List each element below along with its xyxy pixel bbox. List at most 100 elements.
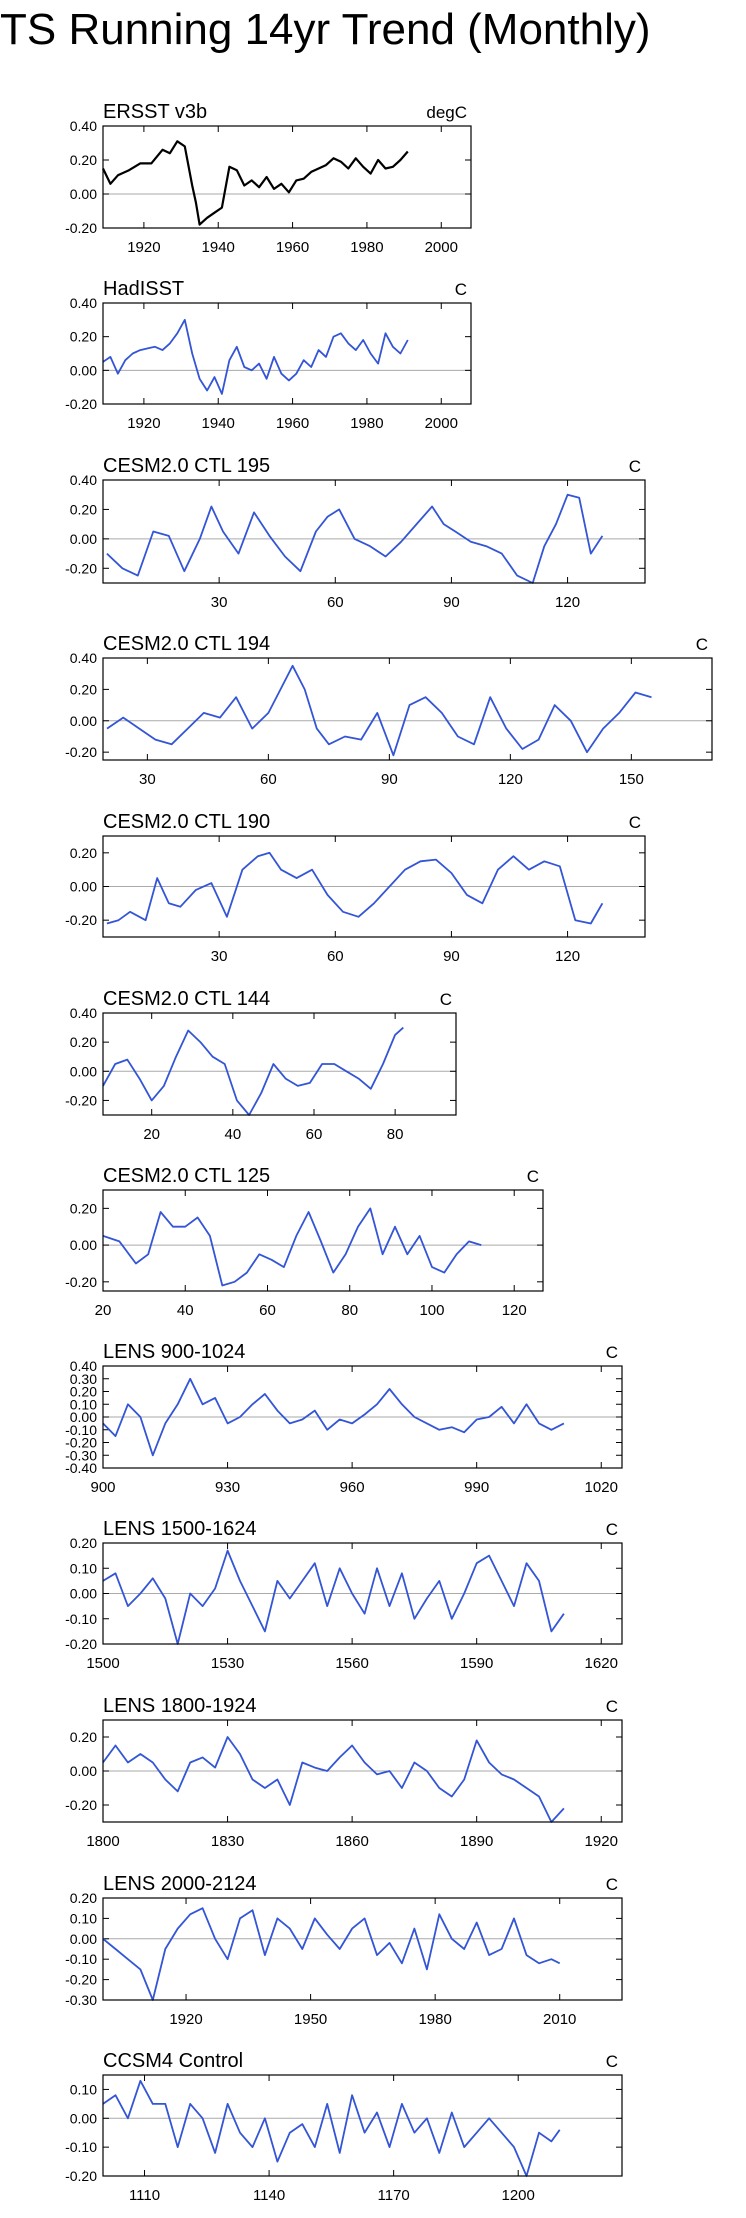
- x-tick-label: 930: [215, 1479, 240, 1496]
- y-tick-label: 0.40: [70, 1358, 97, 1374]
- chart-title: LENS 900-1024: [103, 1341, 245, 1363]
- y-tick-label: 0.20: [70, 845, 97, 861]
- x-tick-label: 60: [327, 594, 344, 611]
- plot-frame: [102, 835, 646, 938]
- chart-panel: LENS 1500-1624 C -0.20 -0.10 0.00 0.10 0.20 150…: [65, 1518, 623, 1672]
- chart-panel: CESM2.0 CTL 195 C -0.20 0.00 0.20 0.40 30 60 90 1…: [65, 455, 646, 611]
- y-tick-label: 0.40: [70, 650, 97, 666]
- y-tick-label: -0.20: [65, 1972, 97, 1988]
- plot-frame: [102, 1719, 623, 1823]
- x-tick-label: 1620: [585, 1655, 618, 1672]
- y-tick-label: -0.10: [65, 1611, 97, 1627]
- x-tick-label: 1980: [350, 415, 383, 432]
- chart-units-label: C: [629, 813, 641, 832]
- plot-frame: [102, 2074, 623, 2177]
- series-line: [102, 1377, 565, 1457]
- chart-title: CESM2.0 CTL 190: [103, 811, 270, 833]
- chart-title: CESM2.0 CTL 144: [103, 988, 270, 1010]
- x-tick-label: 1020: [585, 1479, 618, 1496]
- series-line: [102, 1026, 404, 1116]
- x-tick-label: 1140: [253, 2187, 285, 2204]
- chart-title: CESM2.0 CTL 195: [103, 455, 270, 477]
- y-tick-label: -0.20: [65, 1797, 97, 1813]
- chart-units-label: C: [606, 1697, 618, 1716]
- x-tick-label: 20: [95, 1302, 112, 1319]
- plot-frame: [102, 1897, 623, 2001]
- y-tick-label: 0.00: [70, 879, 97, 895]
- y-tick-label: -0.20: [65, 1092, 97, 1108]
- x-tick-label: 60: [260, 771, 277, 788]
- chart-panel: LENS 900-1024 C-0.40-0.30-0.20-0.100.000.…: [65, 1341, 623, 1496]
- x-tick-label: 1860: [335, 1833, 368, 1850]
- y-tick-label: 0.20: [70, 501, 97, 517]
- x-tick-label: 1980: [350, 239, 383, 256]
- y-tick-label: -0.10: [65, 2139, 97, 2155]
- plot-frame: [102, 1542, 623, 1645]
- x-tick-label: 30: [211, 594, 228, 611]
- chart-title: CESM2.0 CTL 194: [103, 633, 270, 655]
- y-tick-label: 0.30: [70, 1371, 97, 1387]
- y-tick-label: -0.40: [65, 1460, 97, 1476]
- y-tick-label: 0.10: [70, 1396, 97, 1412]
- x-tick-label: 90: [443, 594, 460, 611]
- x-tick-label: 1950: [294, 2011, 327, 2028]
- y-tick-label: 0.10: [70, 1910, 97, 1926]
- x-tick-label: 80: [341, 1302, 358, 1319]
- x-tick-label: 120: [498, 771, 523, 788]
- page-title: TS Running 14yr Trend (Monthly): [0, 5, 651, 54]
- y-tick-label: 0.20: [70, 329, 97, 345]
- y-tick-label: 0.20: [70, 152, 97, 168]
- x-tick-label: 30: [139, 771, 156, 788]
- series-line: [106, 664, 652, 757]
- chart-units-label: C: [606, 1343, 618, 1362]
- y-tick-label: -0.20: [65, 560, 97, 576]
- chart-units-label: degC: [426, 103, 467, 122]
- x-tick-label: 1800: [86, 1833, 119, 1850]
- y-tick-label: -0.30: [65, 1447, 97, 1463]
- chart-units-label: C: [440, 990, 452, 1009]
- y-tick-label: -0.20: [65, 912, 97, 928]
- chart-panel: ERSST v3b degC -0.20 0.00 0.20 0.40 1920 1940 19…: [65, 101, 472, 256]
- y-tick-label: 0.00: [70, 186, 97, 202]
- x-tick-label: 1500: [86, 1655, 119, 1672]
- y-tick-label: -0.20: [65, 1636, 97, 1652]
- x-tick-label: 2000: [425, 415, 458, 432]
- chart-panel: LENS 1800-1924 C -0.20 0.00 0.20 1800 1830 1860…: [65, 1695, 623, 1850]
- x-tick-label: 1830: [211, 1833, 244, 1850]
- y-tick-label: 0.00: [70, 2110, 97, 2126]
- series-line: [102, 140, 409, 226]
- y-tick-label: 0.20: [70, 1729, 97, 1745]
- x-tick-label: 1920: [169, 2011, 202, 2028]
- chart-title: LENS 1500-1624: [103, 1518, 256, 1540]
- chart-panel: CESM2.0 CTL 194 C -0.20 0.00 0.20 0.40 30 60 90 1…: [65, 633, 713, 788]
- x-tick-label: 1920: [127, 415, 160, 432]
- y-tick-label: 0.00: [70, 713, 97, 729]
- series-line: [106, 851, 604, 925]
- y-tick-label: 0.40: [70, 295, 97, 311]
- x-tick-label: 80: [387, 1126, 404, 1143]
- y-tick-label: -0.10: [65, 1422, 97, 1438]
- chart-panel: CESM2.0 CTL 144 C -0.20 0.00 0.20 0.40 20 40 60 8…: [65, 988, 457, 1143]
- x-tick-label: 100: [419, 1302, 444, 1319]
- chart-panel: CESM2.0 CTL 125 C -0.20 0.00 0.20 20 40 60 80 100…: [65, 1165, 544, 1319]
- x-tick-label: 120: [502, 1302, 527, 1319]
- x-tick-label: 1920: [585, 1833, 618, 1850]
- y-tick-label: 0.40: [70, 118, 97, 134]
- y-tick-label: 0.00: [70, 1763, 97, 1779]
- chart-units-label: C: [606, 1520, 618, 1539]
- x-tick-label: 1960: [276, 415, 309, 432]
- y-tick-label: 0.20: [70, 1384, 97, 1400]
- chart-panel: HadISST C -0.20 0.00 0.20 0.40 1920 1940 1960 198…: [65, 278, 472, 432]
- x-tick-label: 2010: [543, 2011, 576, 2028]
- x-tick-label: 1890: [460, 1833, 493, 1850]
- y-tick-label: 0.00: [70, 1237, 97, 1253]
- x-tick-label: 1170: [378, 2187, 410, 2204]
- y-tick-label: -0.20: [65, 220, 97, 236]
- x-tick-label: 990: [464, 1479, 489, 1496]
- x-tick-label: 900: [90, 1479, 115, 1496]
- chart-units-label: C: [629, 457, 641, 476]
- x-tick-label: 1560: [335, 1655, 368, 1672]
- x-tick-label: 30: [211, 948, 228, 965]
- y-tick-label: -0.20: [65, 1274, 97, 1290]
